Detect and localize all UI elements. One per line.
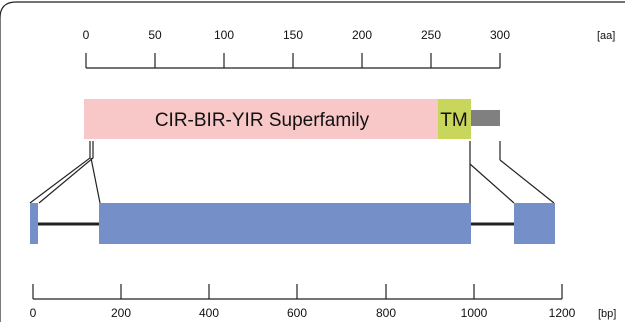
- connector-exon2-start: [90, 157, 101, 204]
- protein-axis: 0 50 100 150 200 250 300 [aa]: [83, 28, 615, 69]
- protein-tick-label: 50: [148, 28, 162, 42]
- c-terminal-tail: [471, 110, 500, 126]
- exon-3: [514, 203, 555, 244]
- protein-axis-unit: [aa]: [597, 30, 615, 42]
- gene-axis: 0 200 400 600 800 1000 1200 [bp]: [30, 284, 616, 320]
- protein-tick-label: 300: [490, 28, 510, 42]
- gene-tick-label: 0: [30, 306, 37, 320]
- superfamily-domain-label: CIR-BIR-YIR Superfamily: [155, 110, 370, 131]
- exon-connectors: [29, 141, 555, 204]
- gene-tick-label: 800: [376, 306, 396, 320]
- protein-tick-label: 0: [83, 28, 90, 42]
- gene-tick-label: 600: [287, 306, 307, 320]
- connector-exon3-start: [469, 163, 515, 204]
- gene-model: [30, 203, 555, 244]
- connector-exon1-right: [38, 141, 94, 204]
- gene-tick-label: 400: [199, 306, 219, 320]
- superfamily-domain: [84, 99, 440, 139]
- gene-axis-unit: [bp]: [598, 308, 616, 320]
- gene-tick-label: 1000: [461, 306, 488, 320]
- gene-tick-label: 200: [111, 306, 131, 320]
- transmembrane-domain-label: TM: [440, 110, 467, 131]
- protein-bar: CIR-BIR-YIR Superfamily TM: [84, 99, 500, 139]
- connector-exon3-end: [499, 159, 555, 204]
- protein-tick-label: 250: [421, 28, 441, 42]
- exon-1: [30, 203, 38, 244]
- exon-2: [99, 203, 471, 244]
- protein-tick-label: 150: [283, 28, 303, 42]
- transmembrane-domain: [438, 99, 471, 139]
- gene-tick-label: 1200: [549, 306, 576, 320]
- protein-tick-label: 100: [214, 28, 234, 42]
- connector-exon1-left: [29, 141, 91, 204]
- protein-tick-label: 200: [352, 28, 372, 42]
